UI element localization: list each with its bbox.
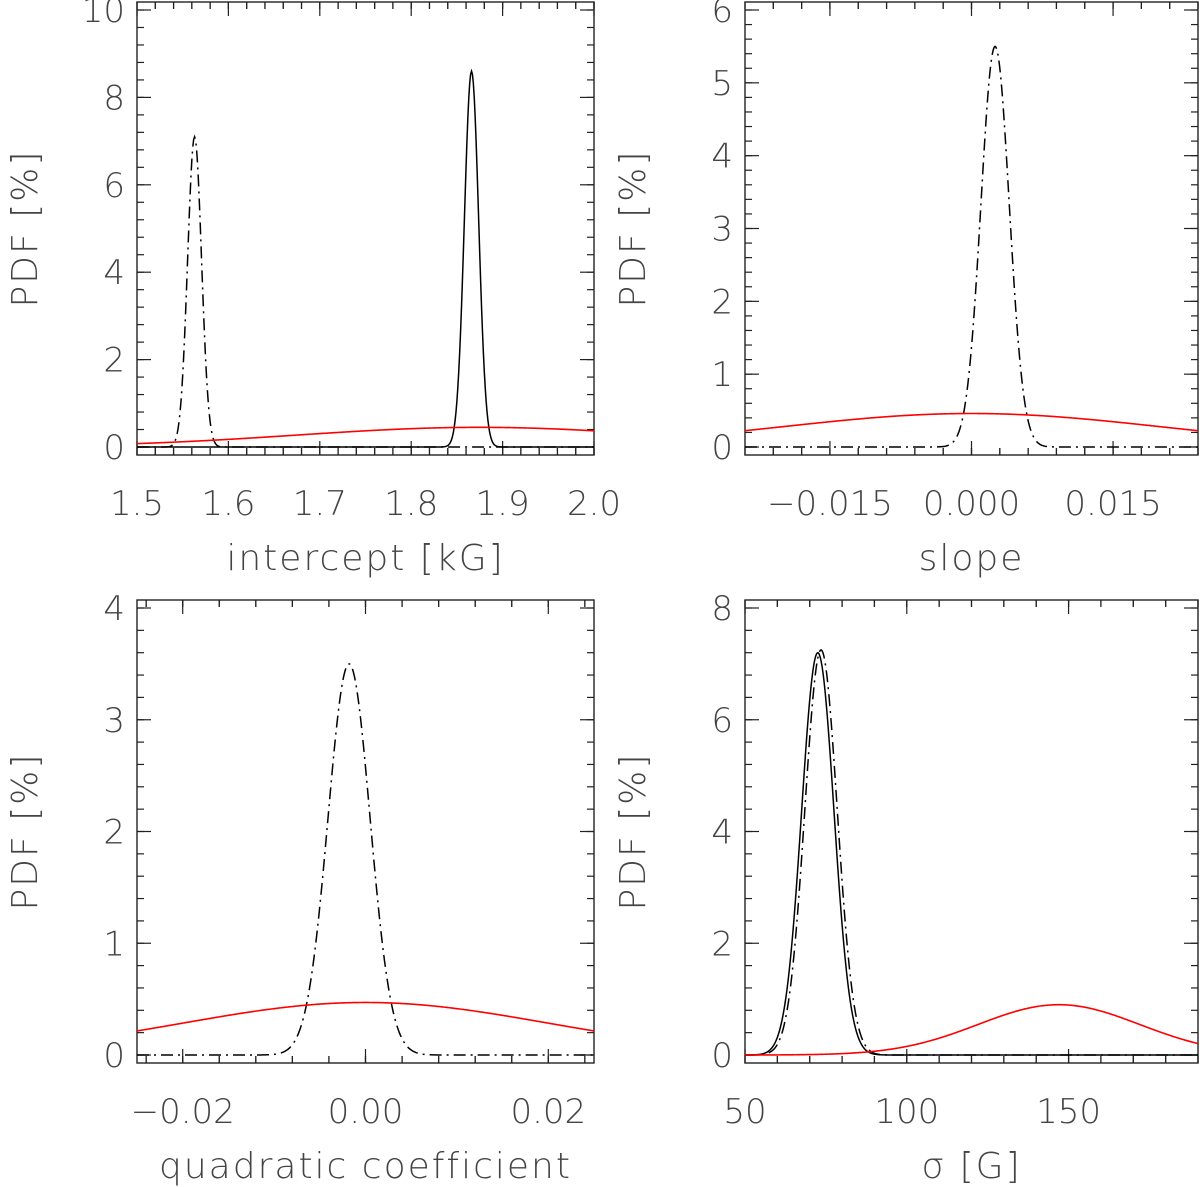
slope-plot-frame (744, 1, 1199, 456)
intercept-panel: 1.5 1.6 1.7 1.8 1.9 2.0 0 2 4 6 8 10 intercept [kG] P… (5, 0, 621, 579)
intercept-y-tick-label: 6 (103, 166, 125, 206)
slope-x-axis-label: slope (919, 538, 1025, 579)
slope-x-tick-label: 0.000 (923, 484, 1020, 524)
intercept-series-2-prior-curve (137, 426, 594, 445)
sigma-panel: 50 100 150 0 2 4 6 8 σ [G] PDF [%] (613, 589, 1199, 1187)
quadratic-coefficient-series-0-dashdot-curve (137, 663, 594, 1056)
intercept-y-tick-label: 0 (103, 428, 125, 468)
sigma-series-0-solid-curve (745, 651, 1198, 1056)
sigma-y-tick-label: 6 (711, 701, 733, 741)
quadratic-coefficient-y-tick-label: 4 (103, 589, 125, 629)
quadratic-coefficient-y-tick-label: 0 (103, 1036, 125, 1076)
slope-y-tick-label: 1 (711, 355, 733, 395)
intercept-x-tick-label: 1.7 (293, 484, 347, 524)
sigma-x-tick-label: 150 (1036, 1092, 1101, 1132)
intercept-x-tick-label: 1.5 (110, 484, 164, 524)
sigma-x-tick-label: 100 (874, 1092, 939, 1132)
intercept-y-tick-label: 4 (103, 253, 125, 293)
intercept-x-tick-label: 1.9 (476, 484, 530, 524)
slope-y-tick-label: 2 (711, 282, 733, 322)
quadratic-coefficient-panel: −0.02 0.00 0.02 0 1 2 3 4 quadratic coefficient P… (5, 589, 595, 1187)
quadratic-coefficient-x-tick-label: −0.02 (131, 1092, 235, 1132)
slope-y-tick-label: 3 (711, 210, 733, 250)
sigma-series-2-prior-curve (745, 1003, 1198, 1056)
sigma-y-tick-label: 2 (711, 924, 733, 964)
slope-panel: −0.015 0.000 0.015 0 1 2 3 4 5 6 slope PDF [%] (613, 0, 1199, 579)
intercept-x-tick-label: 1.8 (384, 484, 438, 524)
intercept-y-tick-label: 10 (82, 0, 125, 31)
sigma-x-axis-label: σ [G] (921, 1146, 1021, 1187)
slope-x-tick-label: −0.015 (767, 484, 893, 524)
slope-series-1-prior-curve (745, 412, 1198, 432)
slope-x-tick-label: 0.015 (1064, 484, 1161, 524)
intercept-series-0-solid-curve (137, 68, 594, 448)
slope-y-tick-label: 0 (711, 428, 733, 468)
slope-y-tick-label: 4 (711, 137, 733, 177)
quadratic-coefficient-y-tick-label: 1 (103, 924, 125, 964)
quadratic-coefficient-y-tick-label: 3 (103, 701, 125, 741)
sigma-series-1-dashdot-curve (745, 649, 1198, 1056)
slope-y-axis-label: PDF [%] (613, 150, 654, 308)
intercept-x-tick-label: 2.0 (567, 484, 621, 524)
slope-y-tick-label: 5 (711, 64, 733, 104)
intercept-x-axis-label: intercept [kG] (226, 538, 504, 579)
quadratic-coefficient-y-axis-label: PDF [%] (5, 753, 46, 911)
intercept-x-tick-label: 1.6 (201, 484, 255, 524)
quadratic-coefficient-x-tick-label: 0.00 (328, 1092, 404, 1132)
sigma-y-axis-label: PDF [%] (613, 753, 654, 911)
sigma-y-tick-label: 0 (711, 1036, 733, 1076)
intercept-plot-frame (136, 1, 595, 456)
slope-series-0-dashdot-curve (745, 45, 1198, 448)
intercept-y-tick-label: 8 (103, 78, 125, 118)
quadratic-coefficient-x-tick-label: 0.02 (510, 1092, 586, 1132)
intercept-y-tick-label: 2 (103, 341, 125, 381)
quadratic-coefficient-y-tick-label: 2 (103, 813, 125, 853)
quadratic-coefficient-series-1-prior-curve (137, 1001, 594, 1032)
quadratic-coefficient-x-axis-label: quadratic coefficient (159, 1146, 572, 1187)
quadratic-coefficient-plot-frame (136, 599, 595, 1064)
slope-y-tick-label: 6 (711, 0, 733, 31)
sigma-y-tick-label: 8 (711, 589, 733, 629)
intercept-y-axis-label: PDF [%] (5, 150, 46, 308)
intercept-series-1-dashdot-curve (137, 134, 594, 448)
sigma-y-tick-label: 4 (711, 813, 733, 853)
sigma-x-tick-label: 50 (723, 1092, 766, 1132)
